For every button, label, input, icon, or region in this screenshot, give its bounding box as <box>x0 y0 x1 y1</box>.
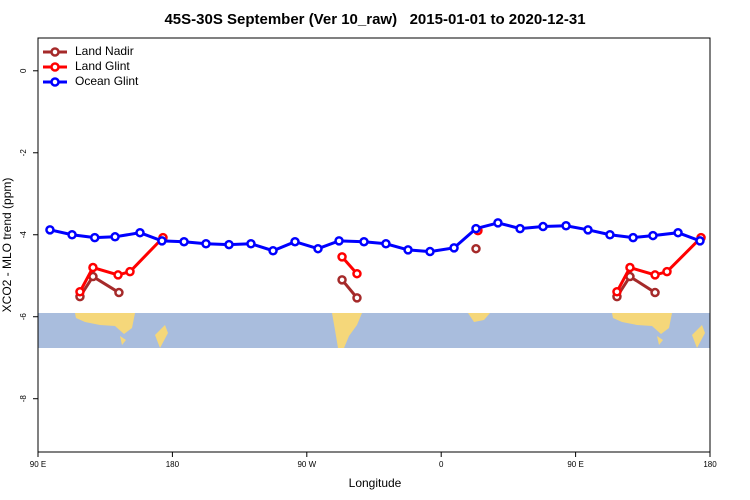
point <box>673 227 683 238</box>
y-tick-label: -8 <box>19 395 28 403</box>
point <box>246 239 256 249</box>
point <box>605 230 615 240</box>
point <box>75 286 85 297</box>
legend-label: Land Nadir <box>75 44 134 58</box>
point <box>403 245 413 255</box>
point <box>493 218 503 228</box>
point <box>135 227 145 238</box>
x-tick-label: 90 E <box>567 460 583 469</box>
point <box>334 236 344 246</box>
plot-frame <box>37 37 711 453</box>
point <box>67 230 77 240</box>
series-line <box>49 221 701 254</box>
point <box>224 239 234 250</box>
series-line <box>78 274 656 299</box>
x-tick-label: 0 <box>439 460 444 469</box>
point <box>471 223 481 234</box>
point <box>662 266 672 277</box>
point <box>45 225 55 235</box>
y-tick-label: 0 <box>19 68 28 73</box>
point <box>381 239 391 249</box>
point <box>628 232 638 243</box>
legend-label: Land Glint <box>75 59 130 73</box>
point <box>471 243 481 254</box>
point <box>650 287 660 298</box>
y-tick-label: -2 <box>19 149 28 157</box>
point <box>449 243 459 253</box>
y-axis-label: XCO2 - MLO trend (ppm) <box>0 178 14 313</box>
point <box>268 245 278 256</box>
map-strip <box>38 313 710 348</box>
point <box>625 262 635 273</box>
point <box>89 232 100 243</box>
x-tick-label: 90 E <box>30 460 46 469</box>
point <box>337 252 347 262</box>
point <box>179 236 189 247</box>
x-axis-label: Longitude <box>349 476 402 490</box>
x-tick-label: 180 <box>703 460 717 469</box>
point <box>114 287 124 298</box>
legend-marker <box>50 62 60 72</box>
point <box>110 232 120 242</box>
point <box>648 230 658 241</box>
point <box>113 270 123 280</box>
point <box>88 262 98 273</box>
point <box>695 236 705 246</box>
point <box>337 275 347 285</box>
x-tick-label: 180 <box>166 460 180 469</box>
point <box>425 246 435 257</box>
x-tick-label: 90 W <box>297 460 316 469</box>
legend-marker <box>50 77 60 87</box>
y-tick-label: -4 <box>19 231 28 239</box>
point <box>538 221 548 232</box>
point <box>201 239 211 249</box>
point <box>359 236 369 247</box>
point <box>352 268 362 279</box>
point <box>290 236 300 247</box>
point <box>583 225 593 235</box>
point <box>515 223 525 234</box>
chart-title: 45S-30S September (Ver 10_raw) 2015-01-0… <box>164 11 585 28</box>
point <box>313 243 323 254</box>
point <box>125 266 135 277</box>
point <box>561 220 571 231</box>
point <box>612 286 622 297</box>
legend-marker <box>50 47 60 57</box>
point <box>157 236 167 246</box>
point <box>650 270 660 280</box>
legend-label: Ocean Glint <box>75 74 139 88</box>
y-tick-label: -6 <box>19 313 28 321</box>
point <box>352 293 362 303</box>
